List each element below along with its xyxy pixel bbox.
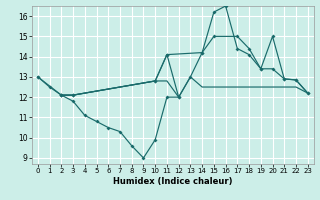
X-axis label: Humidex (Indice chaleur): Humidex (Indice chaleur) <box>113 177 233 186</box>
